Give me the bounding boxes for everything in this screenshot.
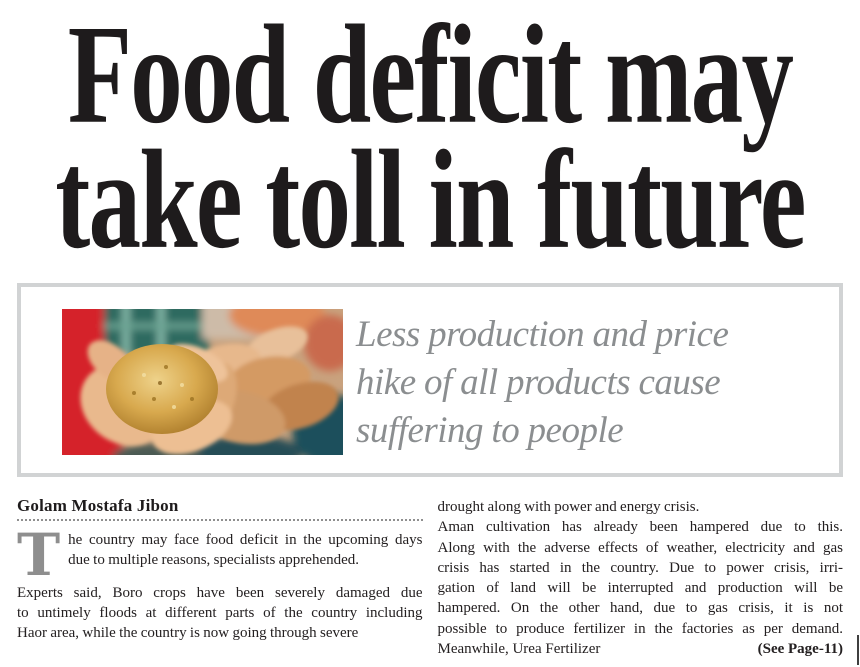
text-line: Along with the adverse effects of weathe… xyxy=(437,539,844,556)
lead-paragraph-lines: he country may face food deficit in the … xyxy=(17,530,423,571)
text-line: he country may face food deficit in the … xyxy=(68,532,423,548)
headline-line1: Food deficit may xyxy=(67,0,794,153)
article-body: Golam Mostafa Jibon T he country may fac… xyxy=(17,496,843,659)
hands-grain-photo xyxy=(62,309,343,455)
grain-mound xyxy=(106,344,218,434)
second-paragraph: Experts said, Boro crops have been sever… xyxy=(17,583,423,644)
text-line: drought along with power and energy cris… xyxy=(437,499,700,515)
text-line: Aman cultivation has already been hamper… xyxy=(437,519,844,536)
jump-reference: (See Page-11) xyxy=(757,641,843,658)
byline: Golam Mostafa Jibon xyxy=(17,496,179,515)
scan-artifact-line xyxy=(857,635,859,665)
dotted-rule xyxy=(17,519,423,521)
text-line: Experts said, Boro crops have been sever… xyxy=(17,584,423,601)
feature-box: Less production and price hike of all pro… xyxy=(17,283,843,477)
text-line: hike of all products cause xyxy=(356,362,721,403)
text-line: Haor area, while the country is now goin… xyxy=(17,625,359,642)
text-line: gation of land will be interrupted and p… xyxy=(437,580,844,597)
column-left: Golam Mostafa Jibon T he country may fac… xyxy=(17,496,423,659)
text-line: suffering to people xyxy=(356,410,624,451)
headline-line2: take toll in future xyxy=(55,120,806,278)
text-line: possible to produce fertilizer in the fa… xyxy=(437,620,844,637)
pull-quote: Less production and price hike of all pro… xyxy=(356,311,729,455)
headline: Food deficit may take toll in future xyxy=(54,0,806,278)
drop-cap: T xyxy=(17,521,61,589)
text-line: crisis has started in the country. Due t… xyxy=(437,559,844,576)
text-line: due to multiple reasons, specialists app… xyxy=(68,552,360,569)
continued-paragraph: drought along with power and energy cris… xyxy=(438,497,844,639)
grain-speckles xyxy=(132,365,194,409)
lead-paragraph: T he country may face food deficit in th… xyxy=(17,526,423,584)
text-line: Less production and price xyxy=(356,314,729,355)
text-line: to untimely floods at different parts of… xyxy=(17,604,423,621)
continuation-text: Meanwhile, Urea Fertilizer xyxy=(437,641,601,658)
column-right: drought along with power and energy cris… xyxy=(438,496,844,659)
text-line: hampered. On the other hand, due to gas … xyxy=(437,600,844,617)
continuation-line: Meanwhile, Urea Fertilizer (See Page-11) xyxy=(438,639,844,659)
